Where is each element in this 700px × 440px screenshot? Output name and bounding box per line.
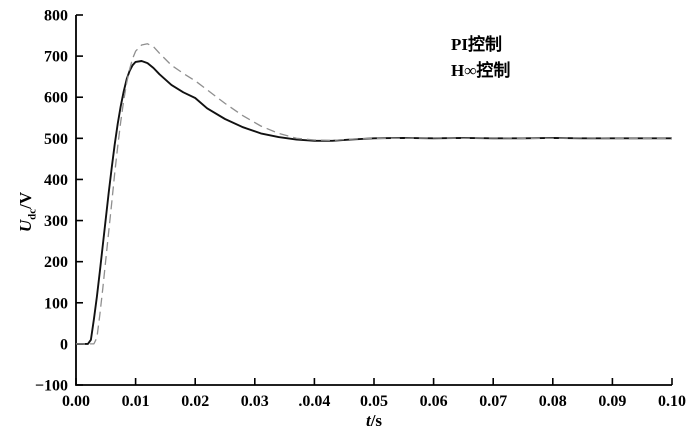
y-tick-label: 100 (44, 295, 68, 312)
x-tick-label: 0.01 (122, 393, 150, 410)
x-tick-label: 0.03 (241, 393, 269, 410)
x-tick-label: 0.07 (479, 393, 507, 410)
y-tick-label: 800 (44, 8, 68, 25)
legend: PI控制 H∞控制 (451, 32, 510, 84)
x-tick-label: 0.06 (420, 393, 448, 410)
x-tick-label: .0.04 (298, 393, 330, 410)
y-axis-label: Udc/V (16, 157, 38, 267)
x-tick-label: 0.02 (181, 393, 209, 410)
x-tick-label: 0.05 (360, 393, 388, 410)
y-axis-label-symbol: U (16, 219, 35, 233)
y-tick-label: 600 (44, 90, 68, 107)
curve-pi-control (76, 43, 672, 345)
y-tick-label: 700 (44, 49, 68, 66)
y-tick-label: 300 (44, 213, 68, 230)
y-tick-label: −100 (35, 378, 68, 395)
y-tick-label: 0 (60, 336, 68, 353)
y-axis-label-unit: /V (16, 191, 35, 209)
legend-item-pi-control: PI控制 (451, 35, 502, 54)
y-tick-label: 400 (44, 172, 68, 189)
x-tick-label: 0.09 (598, 393, 626, 410)
y-tick-label: 500 (44, 131, 68, 148)
x-tick-label: 0.08 (539, 393, 567, 410)
x-tick-label: 0.10 (658, 393, 686, 410)
y-axis-label-subscript: dc (26, 208, 39, 220)
x-axis-label-symbol: t (365, 411, 371, 430)
y-tick-label: 200 (44, 254, 68, 271)
legend-item-h-infinity-control: H∞控制 (451, 61, 511, 80)
x-axis-label: t/s (334, 411, 414, 431)
curve-h-infinity-control (76, 60, 672, 345)
axis-lines (75, 15, 672, 386)
x-tick-label: 0.00 (62, 393, 90, 410)
x-axis-label-unit: /s (370, 411, 383, 430)
